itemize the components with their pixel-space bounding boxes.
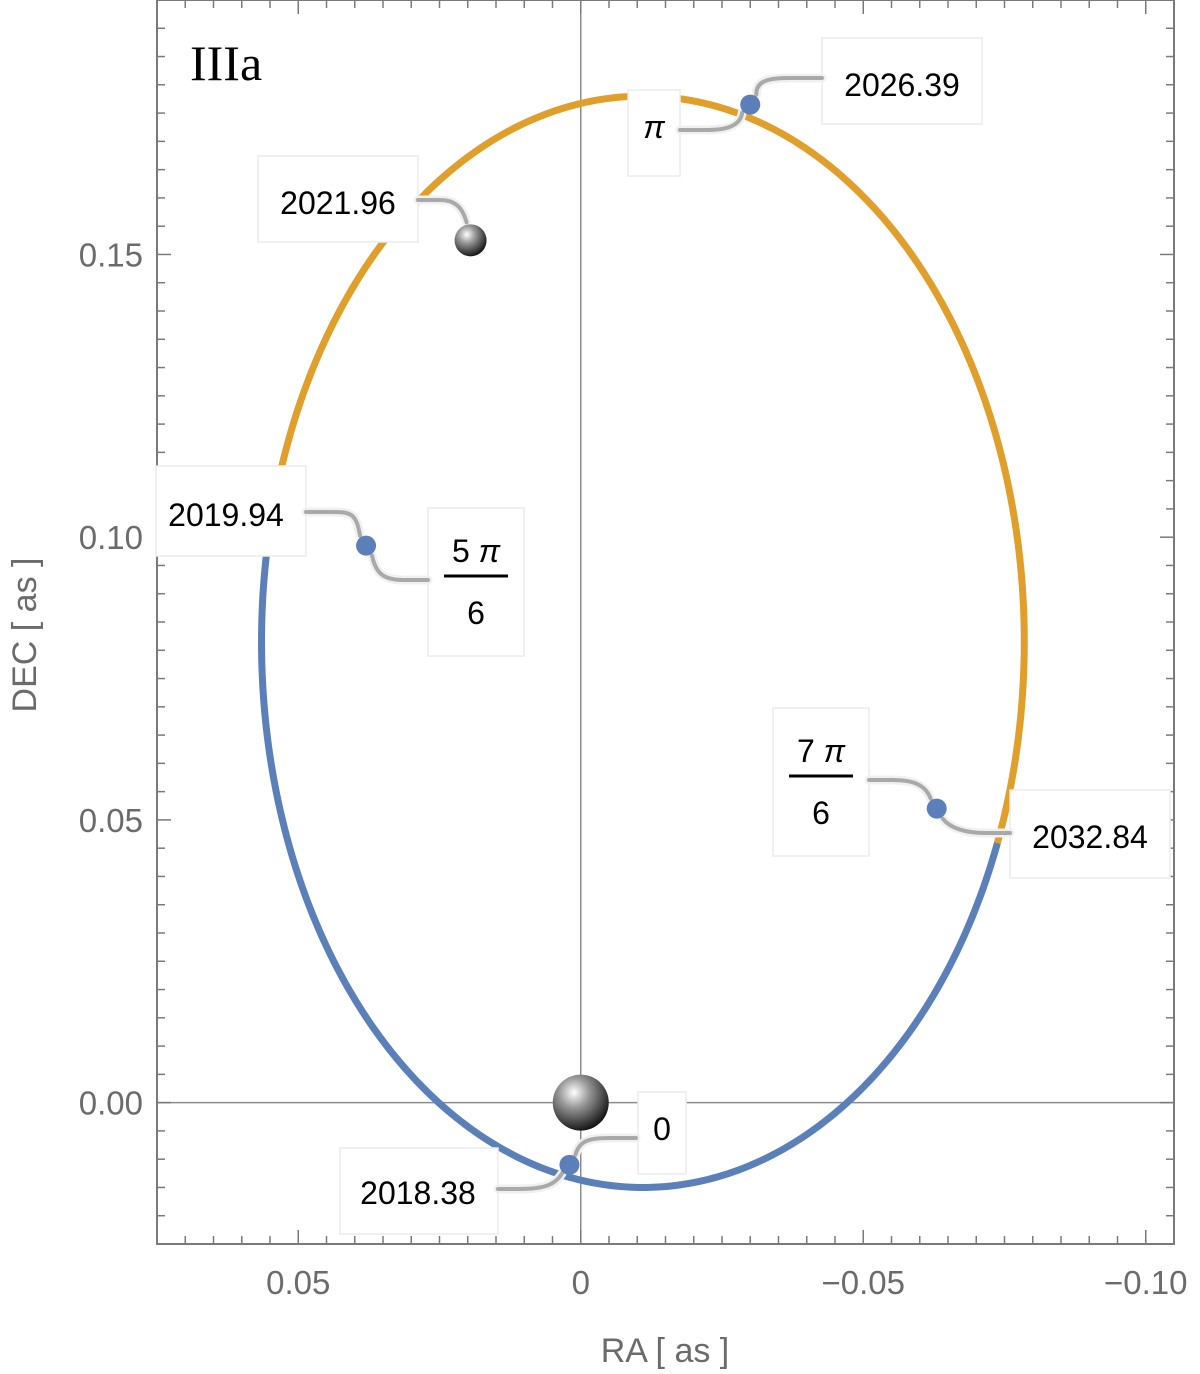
leader-year-5pi6 <box>304 510 363 538</box>
x-tick-label: −0.05 <box>822 1264 906 1301</box>
orbit-point-marker <box>559 1154 580 1175</box>
leader-current-halo <box>413 195 472 227</box>
x-axis-label: RA [ as ] <box>601 1332 730 1370</box>
x-tick-label: 0.05 <box>266 1264 330 1301</box>
callout-year-pi: 2026.39 <box>844 67 960 103</box>
callout-phase-5pi6-numerator: 5 π <box>452 533 501 569</box>
central-body-sphere <box>552 1074 609 1131</box>
y-tick-label: 0.00 <box>79 1085 143 1122</box>
callout-box-year-7pi6 <box>1009 789 1171 879</box>
orbit-ascending-arc <box>258 512 1001 1191</box>
callout-box-phase-0 <box>637 1091 687 1175</box>
callout-year-7pi6: 2032.84 <box>1032 819 1148 855</box>
callout-phase-pi: π <box>643 109 665 145</box>
callout-year-current: 2021.96 <box>280 185 396 221</box>
leader-year-pi <box>754 76 824 97</box>
orbit-point-marker <box>740 94 761 115</box>
leader-current <box>416 198 469 225</box>
y-tick-label: 0.10 <box>79 519 143 556</box>
callout-phase-5pi6-denominator: 6 <box>467 595 485 631</box>
y-axis-label: DEC [ as ] <box>6 558 44 713</box>
y-tick-label: 0.15 <box>79 236 143 273</box>
leader-year-0 <box>496 1168 566 1191</box>
leader-phase-5pi6-halo <box>367 551 433 585</box>
callout-box-phase-pi <box>627 89 681 177</box>
orbit-point-marker <box>356 535 377 556</box>
leader-phase-7pi6 <box>867 778 933 801</box>
leader-phase-0 <box>573 1136 638 1157</box>
orbit <box>258 92 1028 1191</box>
orbit-descending-arc <box>268 92 1028 844</box>
leader-year-7pi6 <box>940 816 1012 835</box>
callout-phase-7pi6-numerator: 7 π <box>797 733 846 769</box>
callout-box-year-0 <box>339 1147 499 1235</box>
markers <box>356 94 947 1175</box>
axes: 0.05 0 −0.05 −0.10 0.00 0.05 0.10 0.15 <box>79 0 1188 1301</box>
leader-phase-5pi6 <box>370 553 430 582</box>
x-tick-label: −0.10 <box>1104 1264 1188 1301</box>
current-position-sphere <box>454 224 487 257</box>
callout-year-5pi6: 2019.94 <box>168 497 284 533</box>
orbit-point-marker <box>926 798 947 819</box>
callout-year-0: 2018.38 <box>360 1175 476 1211</box>
callout-box-phase-5pi6 <box>427 507 525 657</box>
y-tick-label: 0.05 <box>79 802 143 839</box>
x-tick-label: 0 <box>572 1264 590 1301</box>
callout-phase-7pi6-denominator: 6 <box>812 795 830 831</box>
panel-title: IIIa <box>190 35 262 91</box>
leader-phase-pi <box>678 110 745 132</box>
callout-phase-0: 0 <box>653 1111 671 1147</box>
callout-box-year-pi <box>821 37 983 125</box>
callout-box-phase-7pi6 <box>772 707 870 857</box>
callouts: 2018.38 0 2019.94 5 π 6 2026.39 π 2032.84 7 π 6 20… <box>155 37 1171 1235</box>
leader-phase-7pi6-halo <box>864 775 936 804</box>
